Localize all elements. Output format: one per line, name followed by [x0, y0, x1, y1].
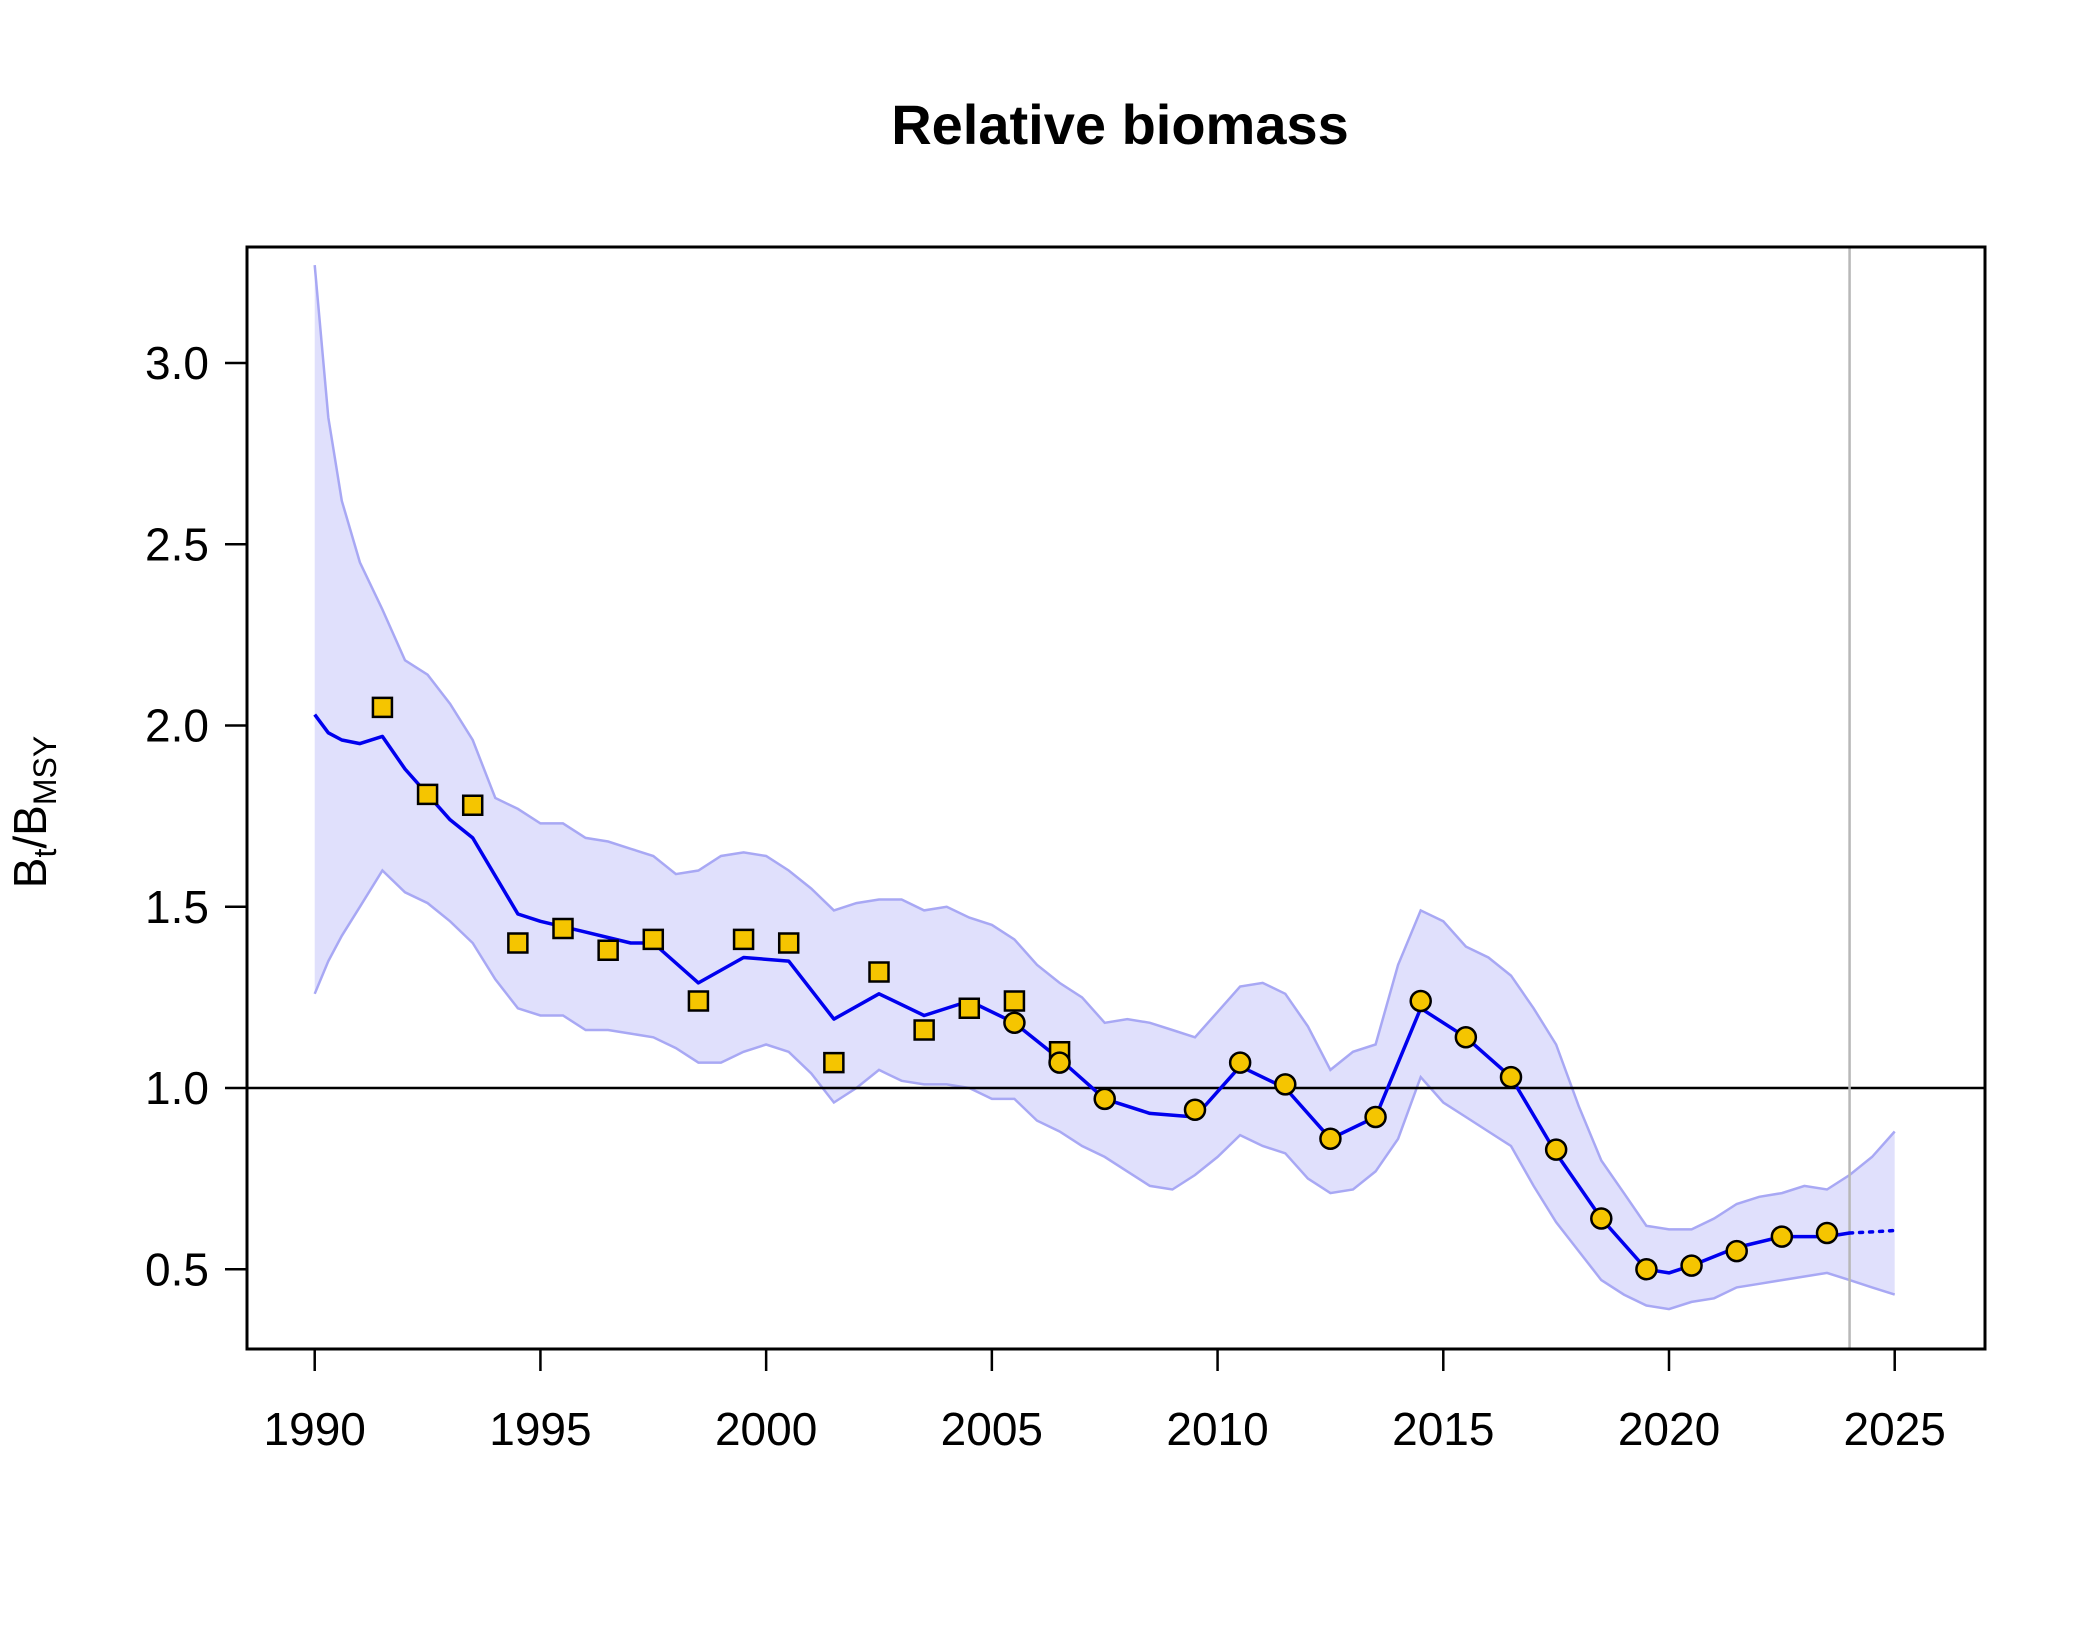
data-point-circle [1003, 1011, 1026, 1034]
data-point-square [597, 939, 619, 961]
y-axis-label-sub-msy: MSY [27, 736, 63, 805]
y-axis-label-sub-t: t [27, 849, 63, 858]
data-point-circle [1093, 1087, 1116, 1111]
x-tick-label: 2015 [1392, 1403, 1494, 1455]
data-point-circle [1680, 1254, 1703, 1277]
y-tick-label: 2.0 [145, 700, 209, 752]
x-tick-label: 2005 [941, 1403, 1043, 1455]
y-tick-label: 1.5 [145, 881, 209, 933]
data-point-square [868, 961, 890, 983]
y-axis-label-slash: / [4, 836, 56, 849]
x-tick-label: 2025 [1844, 1403, 1946, 1455]
data-point-square [371, 696, 394, 719]
projection-line [1847, 1228, 1897, 1235]
x-tick-label: 2000 [715, 1403, 817, 1455]
data-point-circle [1499, 1065, 1523, 1089]
x-tick-label: 1990 [264, 1403, 366, 1455]
data-point-square [687, 990, 710, 1012]
data-point-square [732, 928, 755, 951]
data-point-circle [1364, 1105, 1387, 1129]
plot-area: 1990 1995 2000 2005 2010 2015 2020 2025 0.5 1.0 1.… [145, 245, 1987, 1455]
confidence-band [314, 265, 1895, 1310]
y-tick-label: 1.0 [145, 1062, 209, 1114]
confidence-upper-edge [313, 264, 1896, 1231]
data-point-circle [1725, 1239, 1748, 1263]
data-point-circle [1815, 1221, 1839, 1245]
x-tick-label: 2010 [1166, 1403, 1268, 1455]
x-tick-label: 1995 [489, 1403, 591, 1455]
y-tick-label: 3.0 [145, 337, 209, 389]
y-axis-label: Bt/BMSY [4, 736, 63, 888]
data-point-circle [1590, 1207, 1613, 1230]
data-point-square [913, 1019, 935, 1041]
data-point-circle [1228, 1051, 1252, 1074]
confidence-lower-edge [313, 868, 1896, 1311]
data-point-square [552, 917, 574, 940]
data-point-square [958, 997, 981, 1019]
data-point-square [777, 932, 800, 954]
data-point-square [507, 932, 529, 954]
data-point-square [1003, 990, 1026, 1012]
y-tick-label: 0.5 [145, 1243, 209, 1295]
x-tick-label: 2020 [1618, 1403, 1720, 1455]
data-point-circle [1319, 1127, 1342, 1150]
data-point-square [823, 1051, 845, 1074]
data-point-circle [1770, 1225, 1794, 1248]
plot-frame [245, 245, 1987, 1351]
data-point-square [461, 794, 484, 816]
data-point-circle [1454, 1026, 1478, 1049]
data-point-circle [1048, 1051, 1071, 1074]
data-point-circle [1409, 989, 1432, 1013]
data-point-square [416, 783, 439, 806]
y-axis-label-base2: B [4, 805, 56, 836]
y-axis-label-base: B [4, 858, 56, 889]
data-point-square [642, 928, 665, 951]
data-point-circle [1544, 1138, 1568, 1161]
y-tick-label: 2.5 [145, 518, 209, 570]
data-point-circle [1635, 1258, 1658, 1281]
data-point-circle [1274, 1073, 1297, 1096]
data-point-circle [1183, 1098, 1207, 1121]
chart-title: Relative biomass [891, 93, 1349, 156]
